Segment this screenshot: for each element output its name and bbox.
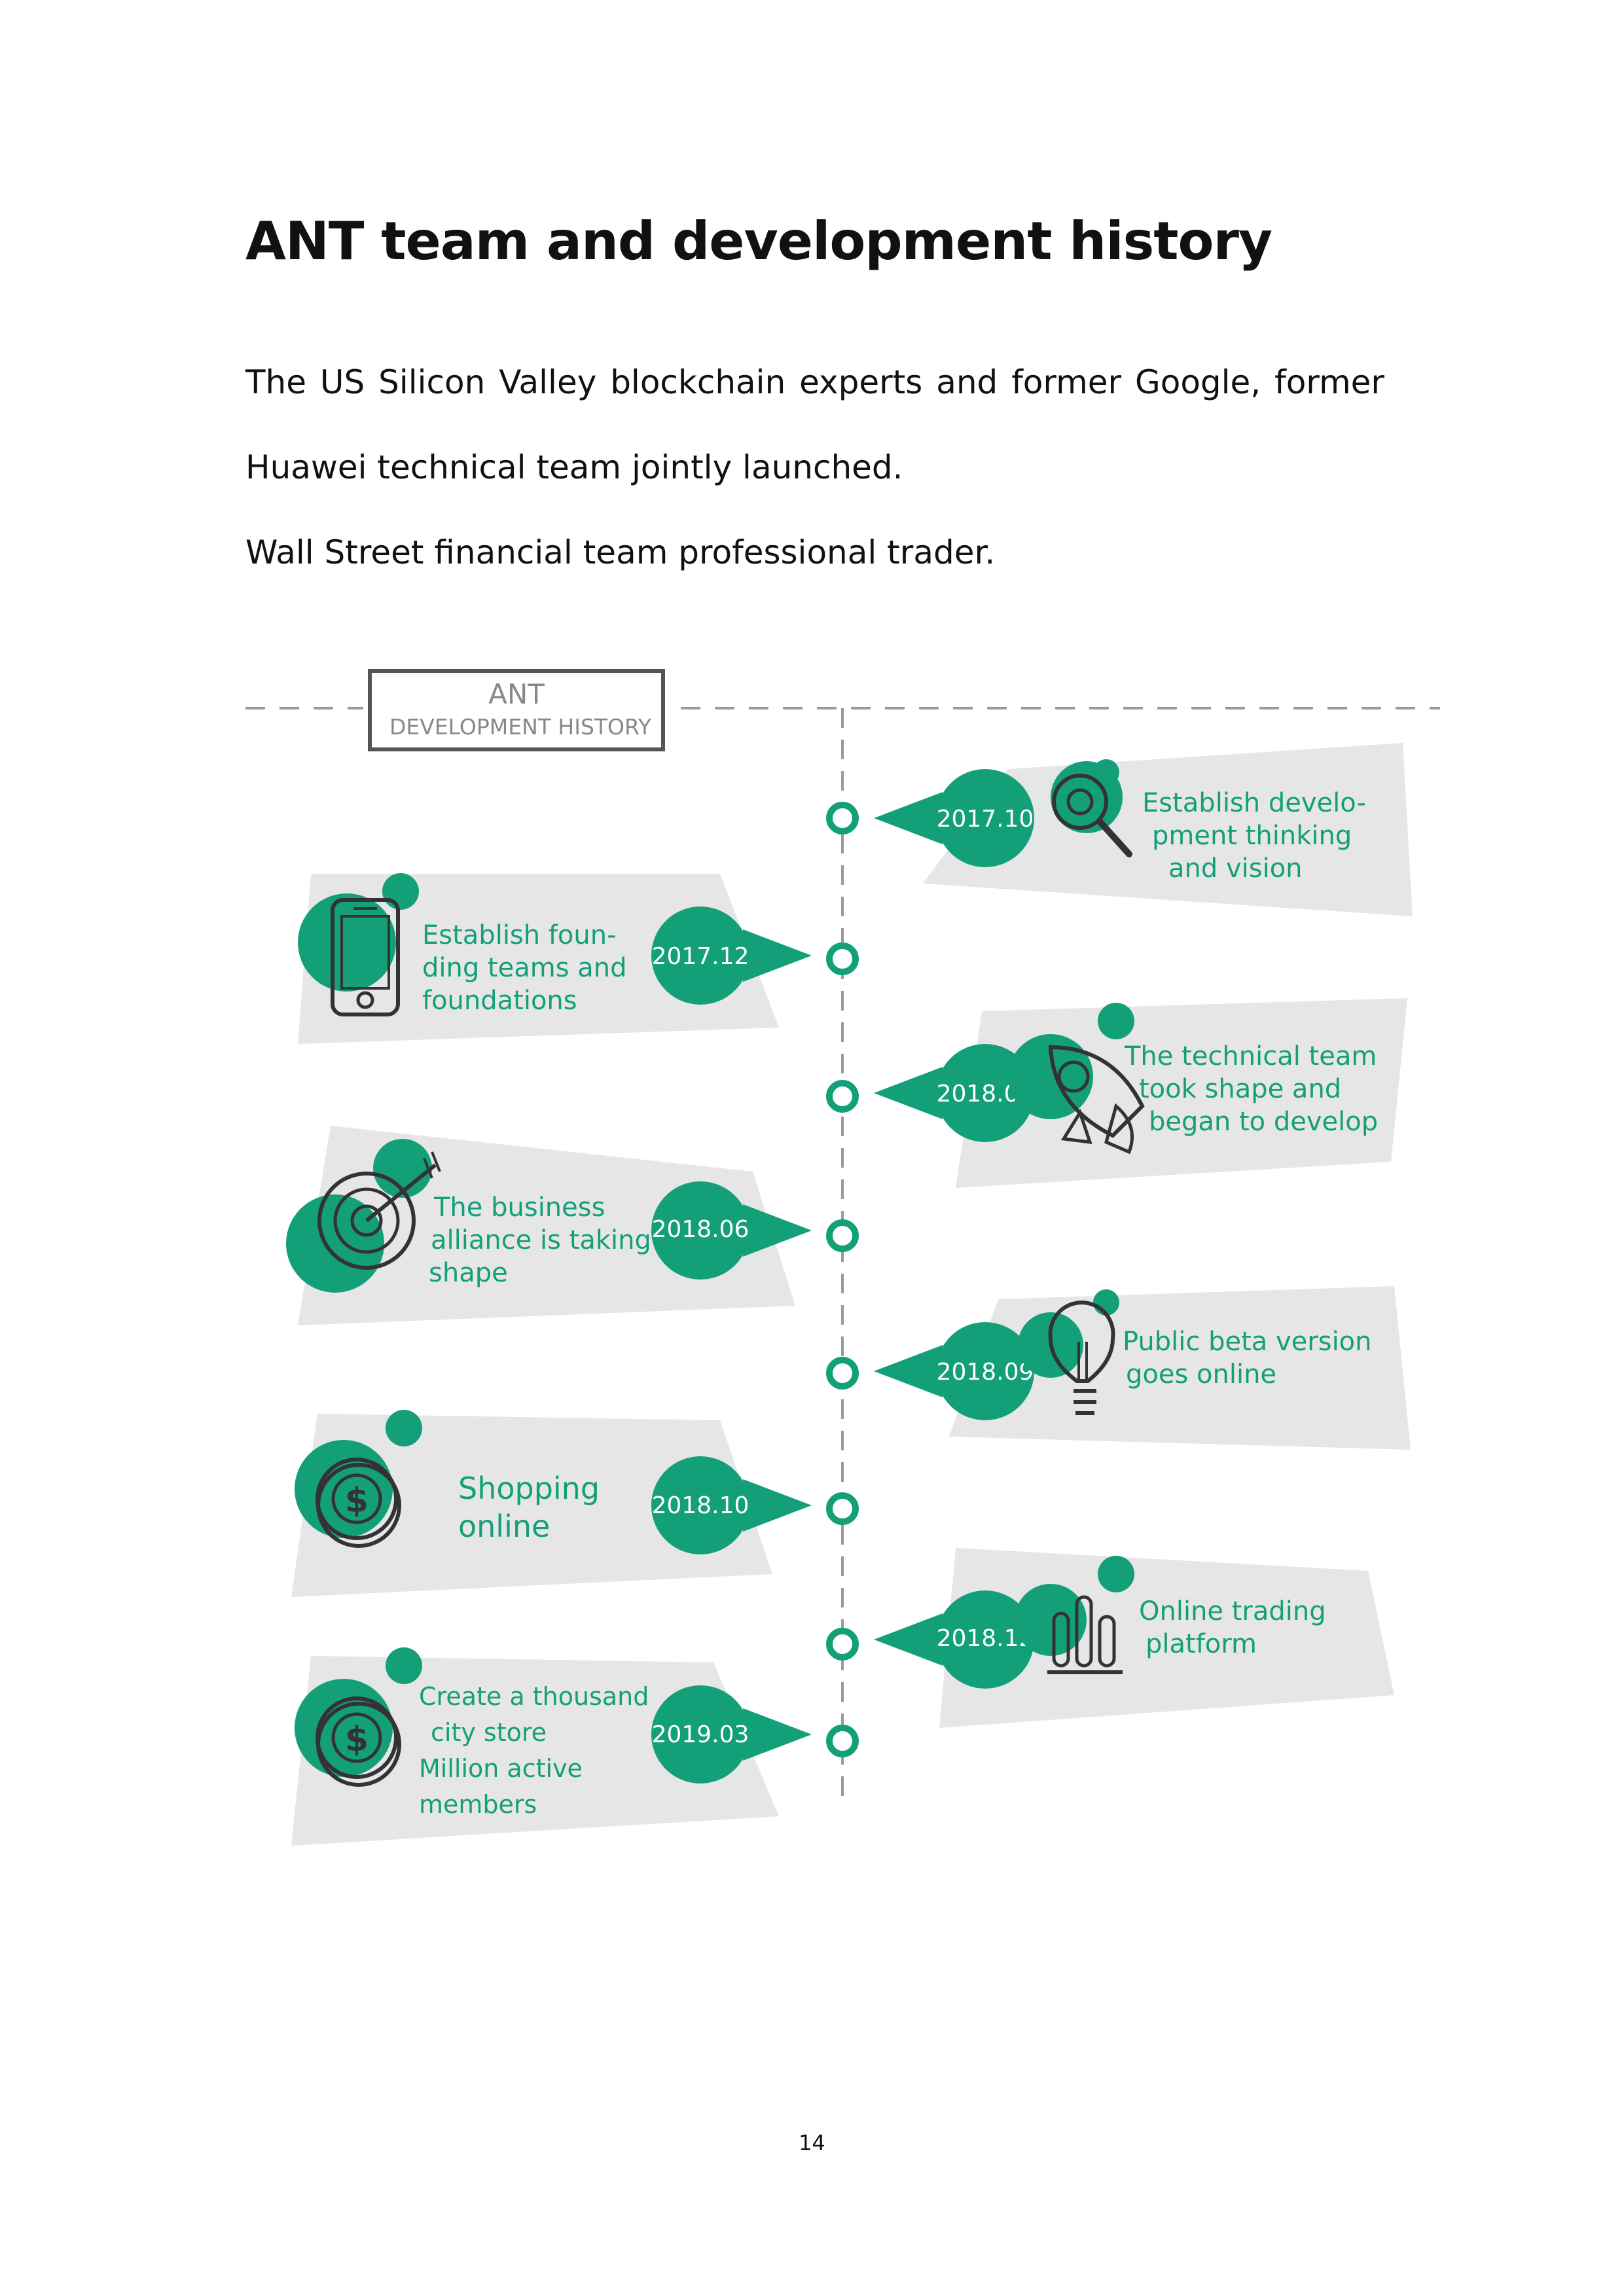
timeline-node: [826, 1725, 859, 1757]
event-pointer: [743, 1479, 812, 1532]
rocket-icon: [1008, 1003, 1145, 1155]
lightbulb-icon: [1018, 1289, 1119, 1415]
event-text-line: alliance is taking: [431, 1225, 651, 1255]
timeline-node: [826, 802, 859, 834]
target-icon: [286, 1139, 441, 1293]
event-panel: [298, 874, 779, 1044]
event-text-line: The technical team: [1124, 1041, 1377, 1071]
event-text-line: The business: [433, 1193, 605, 1223]
event-text-line: began to develop: [1149, 1107, 1378, 1137]
event-text-line: and vision: [1168, 853, 1303, 884]
header-line-2: DEVELOPMENT HISTORY: [389, 714, 652, 740]
event-date: 2018.10: [652, 1492, 749, 1519]
event-date: 2018.06: [652, 1216, 749, 1243]
timeline-event: 2018.09 Public beta version goes online: [826, 1286, 1411, 1450]
event-pointer: [743, 1204, 812, 1257]
event-pointer: [874, 1613, 943, 1666]
svg-text:$: $: [345, 1720, 369, 1759]
event-panel: [291, 1656, 779, 1846]
timeline-event: 2019.03 $ Create a thousand city store M…: [291, 1647, 859, 1846]
timeline-event: 2017.10 Establish develo- pment thinking…: [826, 743, 1413, 916]
timeline-event: 2018.12 Online trading platform: [826, 1548, 1394, 1728]
timeline-node: [826, 1492, 859, 1525]
page-title: ANT team and development history: [245, 211, 1272, 272]
event-date: 2017.10: [937, 806, 1034, 833]
event-text-line: Establish foun-: [422, 920, 617, 950]
event-text-line: took shape and: [1139, 1074, 1341, 1104]
timeline-node: [826, 1219, 859, 1252]
intro-paragraph-3: Wall Street financial team professional …: [245, 533, 996, 571]
smartphone-icon: [298, 873, 419, 1016]
event-text-line: ding teams and: [422, 953, 627, 983]
event-text-line: members: [419, 1790, 537, 1819]
coin-icon: $: [295, 1410, 422, 1548]
timeline-node: [826, 942, 859, 975]
timeline-event: 2018.06 The business alliance is taking …: [286, 1126, 859, 1325]
event-date: 2017.12: [652, 943, 749, 970]
event-text-line: Online trading: [1139, 1596, 1326, 1626]
page-number: 14: [799, 2130, 825, 2155]
event-text-line: shape: [429, 1258, 508, 1288]
magnifier-icon: [1051, 759, 1132, 857]
timeline-node: [826, 1357, 859, 1390]
timeline-event: 2018.02 The technical team took shape an…: [826, 998, 1407, 1188]
event-date-bubble: [651, 1181, 749, 1280]
event-panel: [291, 1414, 772, 1597]
event-date: 2018.09: [937, 1359, 1034, 1386]
event-date-bubble: [651, 1456, 749, 1554]
event-text-line: pment thinking: [1152, 821, 1352, 851]
header-line-1: ANT: [488, 678, 545, 710]
timeline-node: [826, 1080, 859, 1113]
intro-paragraph-1: The US Silicon Valley blockchain experts…: [245, 363, 1384, 401]
event-date-bubble: [936, 1590, 1034, 1689]
event-text-line: Public beta version: [1123, 1327, 1372, 1357]
intro-paragraph-2: Huawei technical team jointly launched.: [245, 448, 903, 486]
event-text-line: Create a thousand: [419, 1682, 649, 1711]
event-panel: [923, 743, 1413, 916]
event-pointer: [874, 792, 943, 844]
event-text-line: Shopping: [458, 1471, 600, 1506]
coin-icon: $: [295, 1647, 422, 1787]
event-date-bubble: [651, 1685, 749, 1784]
bar-chart-icon: [1015, 1556, 1134, 1674]
event-text-line: city store: [431, 1718, 547, 1747]
event-pointer: [874, 1067, 943, 1119]
event-date-bubble: [936, 1322, 1034, 1420]
timeline-event: 2018.10 $ Shopping online: [291, 1410, 859, 1597]
event-date: 2019.03: [652, 1721, 749, 1748]
event-date-bubble: [936, 769, 1034, 867]
header-box: [368, 669, 665, 751]
timeline-event: 2017.12 Establish foun- ding teams and f…: [298, 873, 859, 1044]
event-pointer: [743, 1708, 812, 1761]
event-pointer: [743, 929, 812, 982]
event-text-line: foundations: [422, 986, 577, 1016]
event-pointer: [874, 1345, 943, 1397]
event-text-line: goes online: [1126, 1359, 1276, 1390]
event-text-line: Establish develo-: [1142, 788, 1366, 818]
timeline-node: [826, 1628, 859, 1660]
svg-text:$: $: [345, 1481, 369, 1520]
event-date-bubble: [651, 906, 749, 1005]
event-text-line: platform: [1146, 1629, 1257, 1659]
event-text-line: Million active: [419, 1754, 583, 1783]
event-text-line: online: [458, 1509, 550, 1544]
